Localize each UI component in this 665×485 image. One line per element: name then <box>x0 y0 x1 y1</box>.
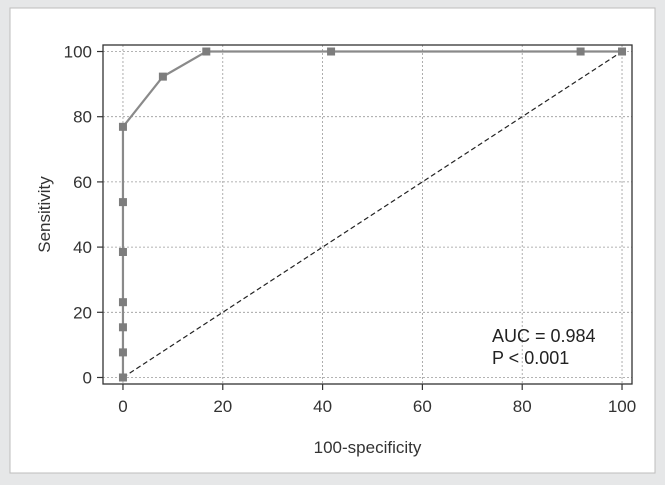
y-tick-label: 20 <box>73 303 92 322</box>
x-tick-label: 100 <box>608 397 636 416</box>
roc-point-marker <box>118 247 127 256</box>
roc-point-marker <box>576 47 585 56</box>
roc-point-marker <box>618 47 627 56</box>
roc-point-marker <box>158 72 167 81</box>
x-tick-label: 0 <box>118 397 127 416</box>
roc-point-marker <box>118 298 127 307</box>
roc-point-marker <box>118 373 127 382</box>
roc-point-marker <box>118 198 127 207</box>
roc-point-marker <box>118 122 127 131</box>
plot-area <box>102 44 633 385</box>
reference-diagonal-line <box>122 51 623 378</box>
x-tick-label: 20 <box>213 397 232 416</box>
x-axis-title: 100-specificity <box>314 438 422 457</box>
series-layer <box>118 47 627 382</box>
y-tick-label: 80 <box>73 108 92 127</box>
x-tick-label: 40 <box>313 397 332 416</box>
y-axis-title: Sensitivity <box>35 176 54 253</box>
y-tick-label: 0 <box>83 368 92 387</box>
roc-point-marker <box>118 323 127 332</box>
y-tick-label: 100 <box>64 43 92 62</box>
y-tick-label: 40 <box>73 238 92 257</box>
roc-point-marker <box>118 348 127 357</box>
p-value-annotation: P < 0.001 <box>492 348 569 368</box>
axis-ticks: 0 20 40 60 80 100 0 20 40 60 80 100 <box>64 43 637 416</box>
roc-point-marker <box>202 47 211 56</box>
roc-curve-line <box>121 50 623 378</box>
auc-annotation: AUC = 0.984 <box>492 326 596 346</box>
x-tick-label: 60 <box>413 397 432 416</box>
y-tick-label: 60 <box>73 173 92 192</box>
x-tick-label: 80 <box>513 397 532 416</box>
roc-point-marker <box>327 47 336 56</box>
